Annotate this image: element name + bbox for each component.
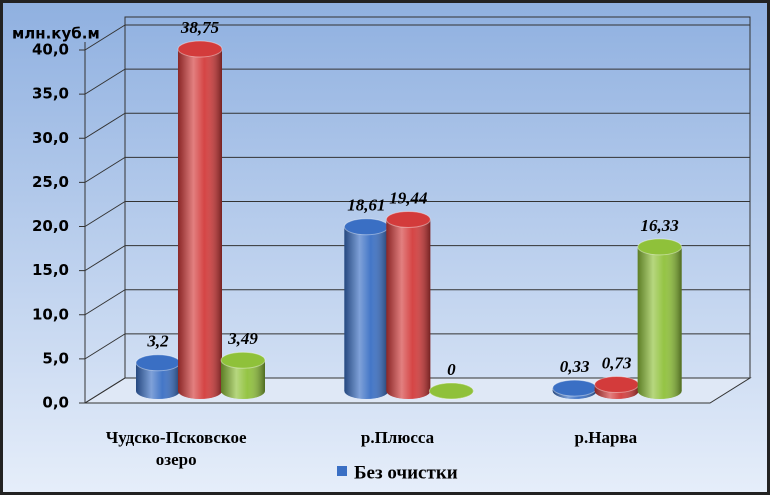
value-label: 3,2 (146, 332, 169, 351)
value-label: 0,73 (602, 353, 632, 372)
bar-top (637, 238, 683, 256)
grid-line (84, 112, 126, 139)
bar-top (552, 379, 598, 397)
value-label: 0,33 (560, 357, 590, 376)
grid-line (84, 333, 126, 360)
value-label: 18,61 (347, 196, 385, 215)
y-tick-label: 25,0 (32, 173, 69, 191)
bar-top (135, 354, 181, 372)
value-label: 19,44 (389, 188, 427, 207)
grid-line (84, 289, 126, 316)
grid-line (84, 245, 126, 272)
y-tick-label: 0,0 (42, 394, 69, 412)
y-tick-label: 10,0 (32, 305, 69, 323)
value-label: 0 (447, 360, 456, 379)
value-label: 3,49 (227, 329, 258, 348)
bar-top (428, 382, 474, 400)
bar-top (220, 351, 266, 369)
y-tick-label: 30,0 (32, 129, 69, 147)
value-label: 38,75 (180, 18, 220, 37)
bar-top (343, 218, 389, 236)
x-tick-label: р.Нарва (574, 428, 638, 447)
bar-shade (344, 226, 389, 391)
grid-line (84, 68, 126, 95)
bar-shade (386, 219, 431, 391)
y-tick-label: 20,0 (32, 217, 69, 235)
y-tick-label: 40,0 (32, 41, 69, 59)
legend-label: Без очистки (354, 462, 458, 483)
x-tick-label: Чудско-Псковское озеро (105, 428, 247, 469)
grid-line (84, 377, 126, 404)
y-axis-label: млн.куб.м (12, 25, 100, 43)
grid-line (84, 201, 126, 227)
value-label: 16,33 (641, 216, 680, 235)
x-tick-label: р.Плюсса (360, 428, 435, 447)
legend-swatch (337, 466, 347, 476)
bar-top (594, 376, 640, 394)
bar-shade (178, 49, 222, 391)
bar-top (177, 40, 223, 58)
bar-shade (637, 246, 682, 391)
y-tick-label: 35,0 (32, 85, 69, 103)
y-tick-label: 15,0 (32, 261, 69, 279)
y-tick-label: 5,0 (42, 349, 69, 367)
grid-line (84, 156, 126, 183)
grid-line (84, 24, 126, 51)
bar-top (385, 210, 431, 228)
